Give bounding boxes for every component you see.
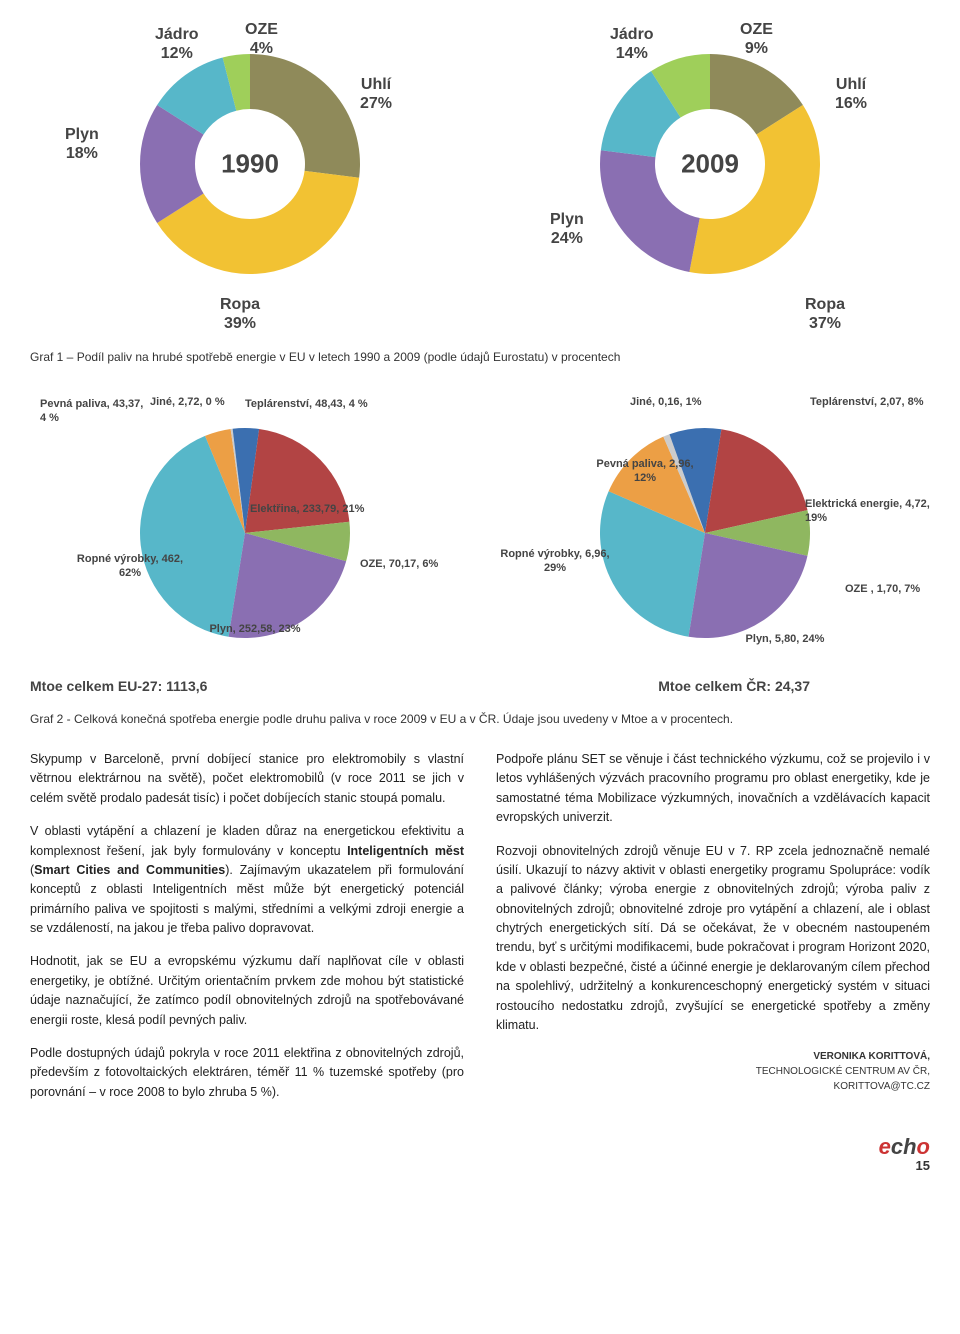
pie-slice-4 [245, 429, 349, 533]
pie-label-0: Ropné výrobky, 6,96, 29% [495, 548, 615, 576]
donut-label-plyn: Plyn18% [65, 125, 99, 163]
footer: echo [30, 1134, 930, 1160]
donut-label-plyn: Plyn24% [550, 210, 584, 248]
donut-year-1990: 1990 [221, 149, 279, 180]
mtoe-row: Mtoe celkem EU-27: 1113,6 Mtoe celkem ČR… [30, 678, 930, 694]
pie-cr: Ropné výrobky, 6,96, 29% Pevná paliva, 2,… [490, 388, 930, 668]
donut-1990: 1990 Uhlí27% Ropa39% Plyn18% Jádro12% OZE4% [30, 20, 470, 340]
pie-label-1: Pevná paliva, 43,37, 4 % [40, 398, 150, 426]
donut-label-ropa: Ropa37% [805, 295, 845, 333]
pie-row: Ropné výrobky, 462, 62% Pevná paliva, 43,… [30, 388, 930, 668]
donut-row: 1990 Uhlí27%Ropa39%Plyn18%Jádro12%OZE4% … [30, 20, 930, 340]
author-org: TECHNOLOGICKÉ CENTRUM AV ČR, [496, 1064, 930, 1079]
mtoe-cr: Mtoe celkem ČR: 24,37 [658, 678, 810, 694]
pie-label-2: Jiné, 0,16, 1% [630, 396, 730, 410]
pie-label-4: Elektřina, 233,79, 21% [250, 503, 390, 517]
pie-label-5: OZE , 1,70, 7% [845, 583, 945, 597]
signature-block: VERONIKA KORITTOVÁ, TECHNOLOGICKÉ CENTRU… [496, 1049, 930, 1094]
pie-label-0: Ropné výrobky, 462, 62% [70, 553, 190, 581]
author-email: KORITTOVA@TC.CZ [496, 1079, 930, 1094]
donut-label-ropa: Ropa39% [220, 295, 260, 333]
left-para-2: Hodnotit, jak se EU a evropskému výzkumu… [30, 952, 464, 1030]
donut-label-uhlí: Uhlí27% [360, 75, 392, 113]
donut-label-oze: OZE4% [245, 20, 278, 58]
left-para-0: Skypump v Barceloně, první dobíjecí stan… [30, 750, 464, 808]
logo: echo [879, 1134, 930, 1160]
col-left: Skypump v Barceloně, první dobíjecí stan… [30, 750, 464, 1116]
col-right: Podpoře plánu SET se věnuje i část techn… [496, 750, 930, 1116]
pie-svg-cr [595, 423, 815, 643]
right-para-0: Podpoře plánu SET se věnuje i část techn… [496, 750, 930, 828]
donut-year-2009: 2009 [681, 149, 739, 180]
right-para-1: Rozvoji obnovitelných zdrojů věnuje EU v… [496, 842, 930, 1036]
mtoe-eu: Mtoe celkem EU-27: 1113,6 [30, 678, 207, 694]
pie-eu: Ropné výrobky, 462, 62% Pevná paliva, 43,… [30, 388, 470, 668]
pie-label-3: Teplárenství, 2,07, 8% [810, 396, 930, 410]
pie-label-6: Plyn, 252,58, 23% [190, 623, 320, 637]
pie-label-6: Plyn, 5,80, 24% [720, 633, 850, 647]
donut-label-oze: OZE9% [740, 20, 773, 58]
donut-label-jádro: Jádro14% [610, 25, 654, 63]
pie-label-5: OZE, 70,17, 6% [360, 558, 480, 572]
donut-label-jádro: Jádro12% [155, 25, 199, 63]
pie-label-2: Jiné, 2,72, 0 % [150, 396, 240, 410]
donut-label-uhlí: Uhlí16% [835, 75, 867, 113]
pie-svg-eu [135, 423, 355, 643]
donut-2009: 2009 Uhlí16% Ropa37% Plyn24% Jádro14% OZE9% [490, 20, 930, 340]
left-para-3: Podle dostupných údajů pokryla v roce 20… [30, 1044, 464, 1102]
page-number: 15 [30, 1158, 930, 1173]
graf1-caption: Graf 1 – Podíl paliv na hrubé spotřebě e… [30, 350, 930, 364]
pie-label-3: Teplárenství, 48,43, 4 % [245, 398, 385, 412]
pie-label-4: Elektrická energie, 4,72, 19% [805, 498, 935, 526]
left-para-1: V oblasti vytápění a chlazení je kladen … [30, 822, 464, 938]
author-name: VERONIKA KORITTOVÁ, [496, 1049, 930, 1064]
graf2-caption: Graf 2 - Celková konečná spotřeba energi… [30, 712, 930, 726]
body-columns: Skypump v Barceloně, první dobíjecí stan… [30, 750, 930, 1116]
pie-label-1: Pevná paliva, 2,96, 12% [590, 458, 700, 486]
